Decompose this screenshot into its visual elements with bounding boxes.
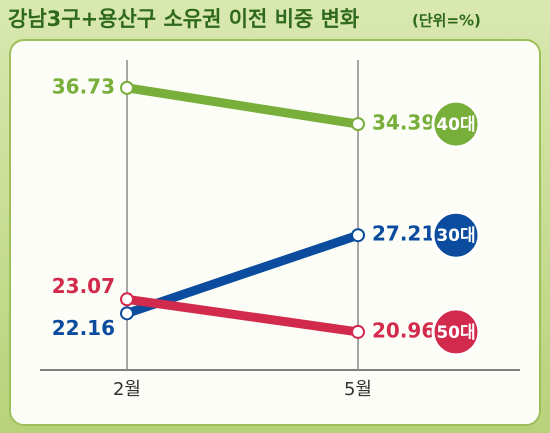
series-line [122,294,363,337]
legend-badge [431,307,481,357]
point-marker [120,80,134,95]
value-label: 23.07 [52,274,115,298]
value-label: 27.21 [372,222,435,246]
legend-badge [431,210,481,260]
value-label: 34.39 [372,111,435,135]
value-label: 20.96 [372,318,435,342]
panel [9,39,541,426]
legend-badge [431,99,481,149]
legend-label: 40대 [436,115,475,135]
value-label: 22.16 [52,316,115,340]
point-marker [120,292,134,307]
x-tick-label: 5월 [344,379,372,400]
point-marker [351,228,365,243]
chart-title: 강남3구+용산구 소유권 이전 비중 변화 [8,7,360,31]
point-marker [120,306,134,321]
point-marker [351,324,365,339]
unit-label: (단위=%) [412,12,481,30]
legend-label: 30대 [436,226,475,246]
point-marker [351,117,365,132]
legend-label: 50대 [436,323,475,343]
value-label: 36.73 [52,74,115,98]
series-line [122,83,363,129]
x-tick-label: 2월 [113,379,141,400]
